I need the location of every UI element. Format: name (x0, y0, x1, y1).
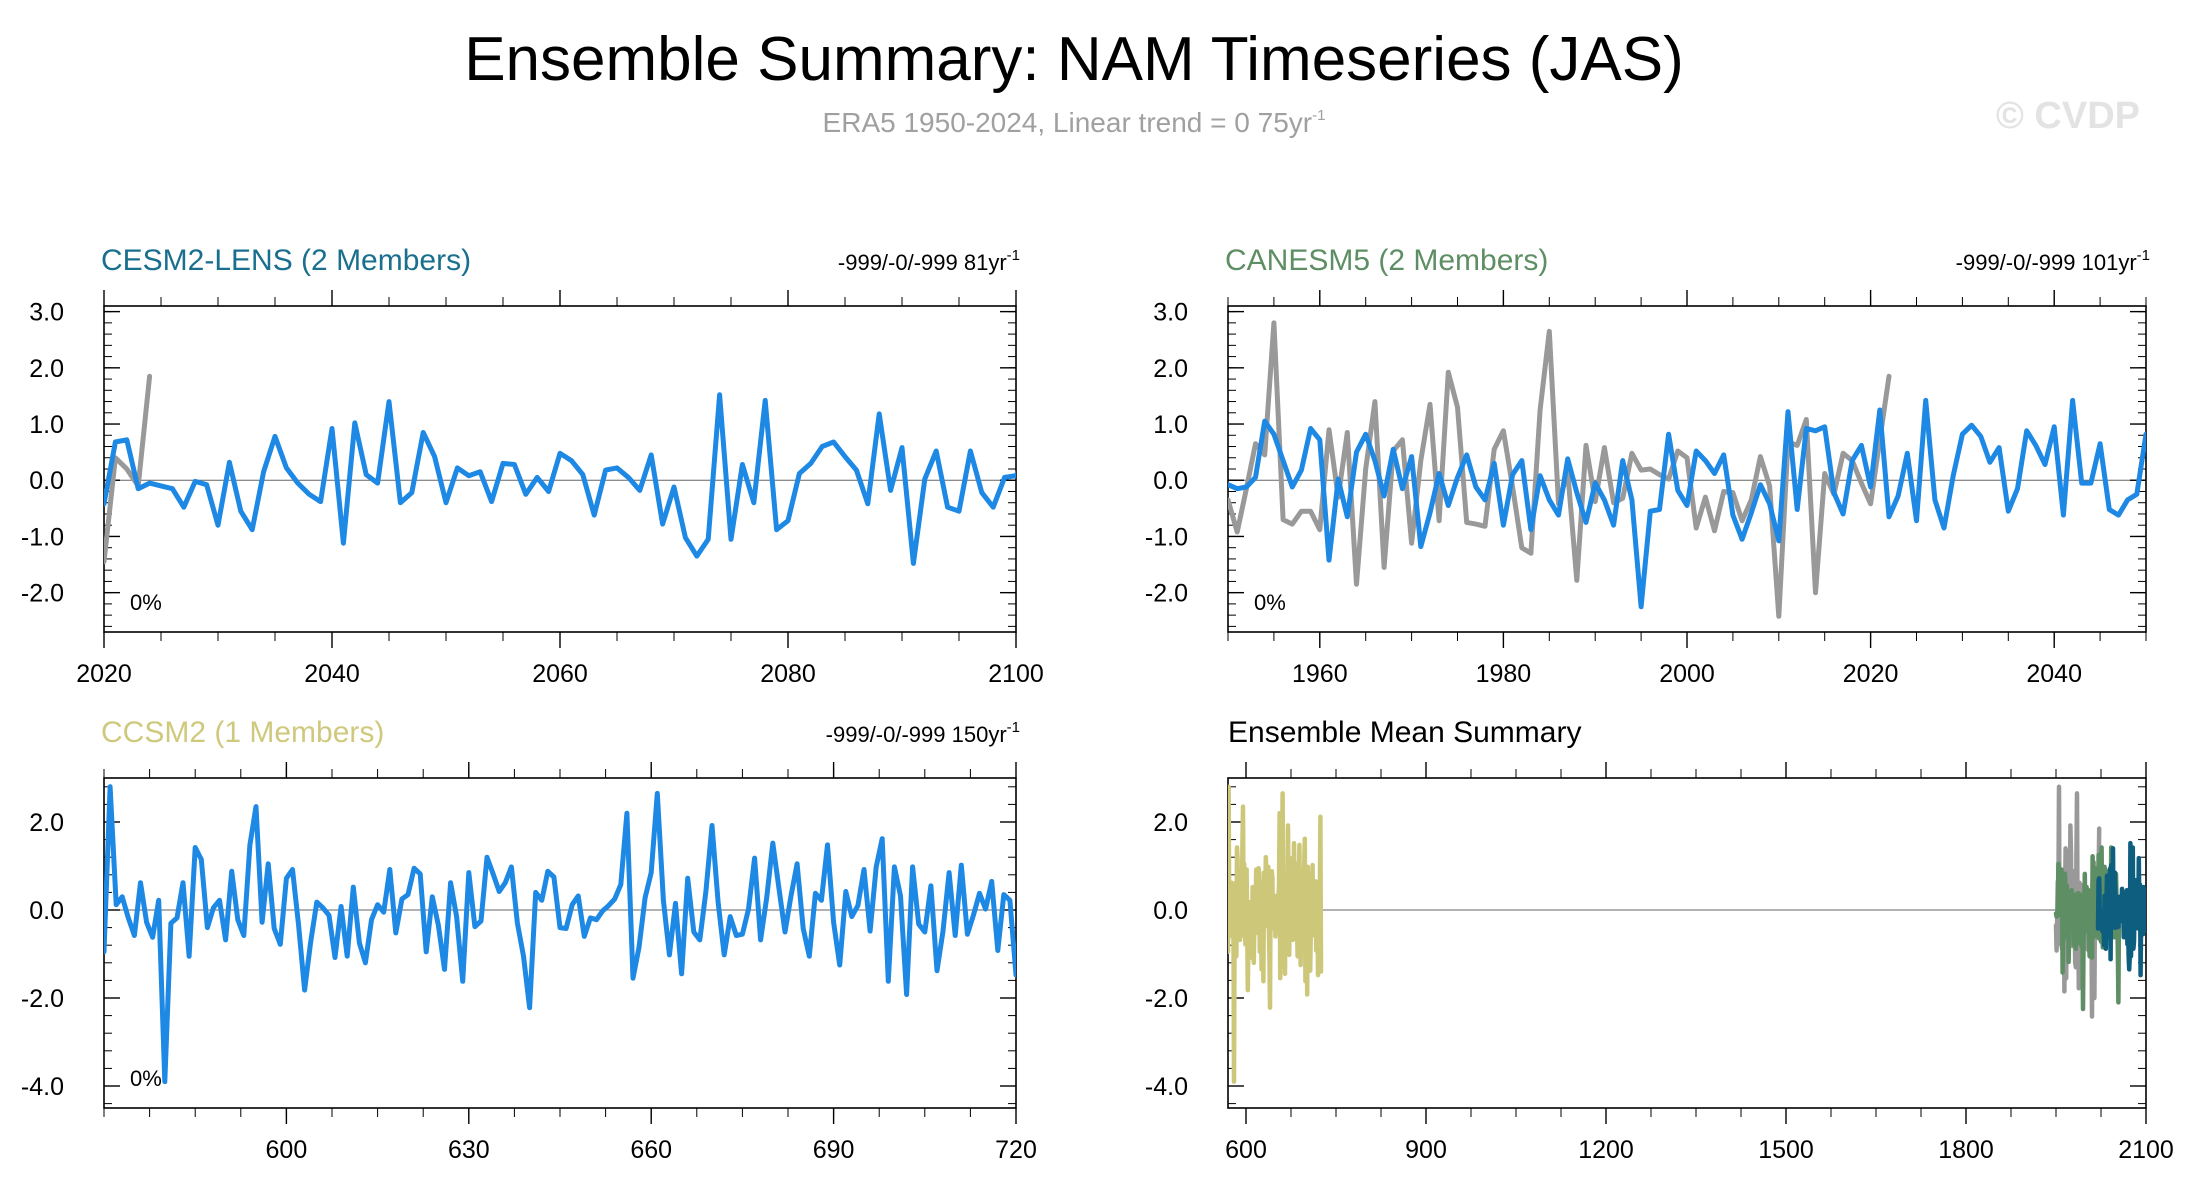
canesm5-x-tick-label: 2040 (2026, 660, 2082, 688)
figure-subtitle: ERA5 1950-2024, Linear trend = 0 75yr-1 (823, 107, 1326, 138)
ccsm2-x-tick-label: 660 (630, 1136, 672, 1164)
ensemble-mean-summary-x-tick-label: 1500 (1758, 1136, 1814, 1164)
cesm2-plot-frame (103, 305, 1017, 633)
ensemble-mean-summary-x-tick-label: 1200 (1578, 1136, 1634, 1164)
ensemble-mean-summary-y-tick-label: 0.0 (1153, 897, 1188, 925)
cesm2-series-era5 (104, 373, 153, 565)
canesm5-y-tick-label: 0.0 (1153, 467, 1188, 495)
panel-canesm5: CANESM5 (2 Members) -999/-0/-999 101yr-1 3… (1145, 244, 2150, 688)
cesm2-x-tick-label: 2020 (76, 660, 132, 688)
canesm5-y-tick-label: 3.0 (1153, 299, 1188, 327)
ccsm2-y-tick-label: 0.0 (29, 897, 64, 925)
ensemble-mean-summary-plot-frame (1227, 777, 2147, 1109)
ccsm2-x-tick-label: 600 (266, 1136, 308, 1164)
ccsm2-series-group (104, 784, 1016, 1085)
canesm5-series-group (1228, 320, 2146, 619)
panel-cesm2: CESM2-LENS (2 Members) -999/-0/-999 81yr-… (21, 244, 1044, 688)
ccsm2-trend-sup: -1 (1007, 719, 1020, 736)
ccsm2-y-tick-label: -4.0 (21, 1073, 64, 1101)
ensemble-mean-summary-x-tick-label: 1800 (1938, 1136, 1994, 1164)
figure-subtitle-text: ERA5 1950-2024, Linear trend = 0 75yr (823, 107, 1313, 138)
canesm5-series-era5 (1228, 320, 1892, 619)
cesm2-y-tick-label: 2.0 (29, 355, 64, 383)
panel-ccsm2: CCSM2 (1 Members) -999/-0/-999 150yr-1 2.0… (21, 716, 1037, 1164)
ccsm2-y-tick-label: -2.0 (21, 985, 64, 1013)
ensemble-mean-summary-title: Ensemble Mean Summary (1228, 716, 1581, 749)
ccsm2-trend-text: -999/-0/-999 150yr (826, 722, 1007, 747)
canesm5-y-tick-label: -1.0 (1145, 523, 1188, 551)
ccsm2-y-tick-label: 2.0 (29, 809, 64, 837)
cesm2-x-tick-label: 2040 (304, 660, 360, 688)
ensemble-mean-summary-y-tick-label: 2.0 (1153, 809, 1188, 837)
cesm2-trend-text: -999/-0/-999 81yr (838, 250, 1007, 275)
cesm2-y-tick-label: -2.0 (21, 580, 64, 608)
cesm2-y-tick-label: 3.0 (29, 299, 64, 327)
ccsm2-percent-label: 0% (130, 1066, 162, 1091)
canesm5-x-tick-label: 2000 (1659, 660, 1715, 688)
cesm2-x-tick-label: 2060 (532, 660, 588, 688)
ensemble-mean-summary-y-tick-label: -4.0 (1145, 1073, 1188, 1101)
ensemble-mean-summary-series-ccsm2 (1228, 784, 1324, 1084)
ccsm2-trend-label: -999/-0/-999 150yr-1 (826, 719, 1020, 747)
cesm2-x-tick-label: 2080 (760, 660, 816, 688)
panel-ensemble-mean-summary: Ensemble Mean Summary 2.0 0.0 -2.0 -4.0 600 90… (1145, 716, 2174, 1164)
ensemble-mean-summary-x-tick-label: 2100 (2118, 1136, 2174, 1164)
cesm2-y-tick-label: -1.0 (21, 523, 64, 551)
ensemble-mean-summary-series-group (1228, 784, 2146, 1084)
canesm5-trend-sup: -1 (2137, 247, 2150, 264)
canesm5-x-tick-label: 1960 (1292, 660, 1348, 688)
cesm2-percent-label: 0% (130, 590, 162, 615)
canesm5-x-tick-label: 1980 (1476, 660, 1532, 688)
ensemble-mean-summary-series-cesm2-lens (2095, 840, 2146, 978)
ensemble-mean-summary-x-tick-label: 600 (1225, 1136, 1267, 1164)
ensemble-mean-summary-y-tick-label: -2.0 (1145, 985, 1188, 1013)
cesm2-series-ensemble-mean (104, 392, 1016, 566)
canesm5-y-tick-label: -2.0 (1145, 580, 1188, 608)
figure-title: Ensemble Summary: NAM Timeseries (JAS) (464, 25, 1684, 94)
ccsm2-x-tick-label: 630 (448, 1136, 490, 1164)
cesm2-trend-sup: -1 (1007, 247, 1020, 264)
ensemble-mean-summary-x-tick-label: 900 (1405, 1136, 1447, 1164)
canesm5-y-tick-label: 1.0 (1153, 411, 1188, 439)
copyright-watermark: © CVDP (1996, 95, 2140, 137)
cesm2-trend-label: -999/-0/-999 81yr-1 (838, 247, 1020, 275)
canesm5-trend-label: -999/-0/-999 101yr-1 (1956, 247, 2150, 275)
ccsm2-x-tick-label: 720 (995, 1136, 1037, 1164)
cesm2-series-group (104, 373, 1016, 566)
cesm2-title: CESM2-LENS (2 Members) (101, 244, 471, 277)
canesm5-title: CANESM5 (2 Members) (1225, 244, 1548, 277)
canesm5-series-ensemble-mean (1228, 397, 2146, 610)
canesm5-x-tick-label: 2020 (1843, 660, 1899, 688)
cesm2-y-tick-label: 0.0 (29, 467, 64, 495)
ccsm2-series-ensemble-mean (104, 784, 1016, 1085)
canesm5-percent-label: 0% (1254, 590, 1286, 615)
cesm2-x-tick-label: 2100 (988, 660, 1044, 688)
canesm5-trend-text: -999/-0/-999 101yr (1956, 250, 2137, 275)
ccsm2-title: CCSM2 (1 Members) (101, 716, 384, 749)
canesm5-y-tick-label: 2.0 (1153, 355, 1188, 383)
ccsm2-plot-frame (103, 777, 1017, 1109)
cesm2-y-tick-label: 1.0 (29, 411, 64, 439)
ccsm2-x-tick-label: 690 (813, 1136, 855, 1164)
figure-subtitle-sup: -1 (1312, 107, 1325, 124)
